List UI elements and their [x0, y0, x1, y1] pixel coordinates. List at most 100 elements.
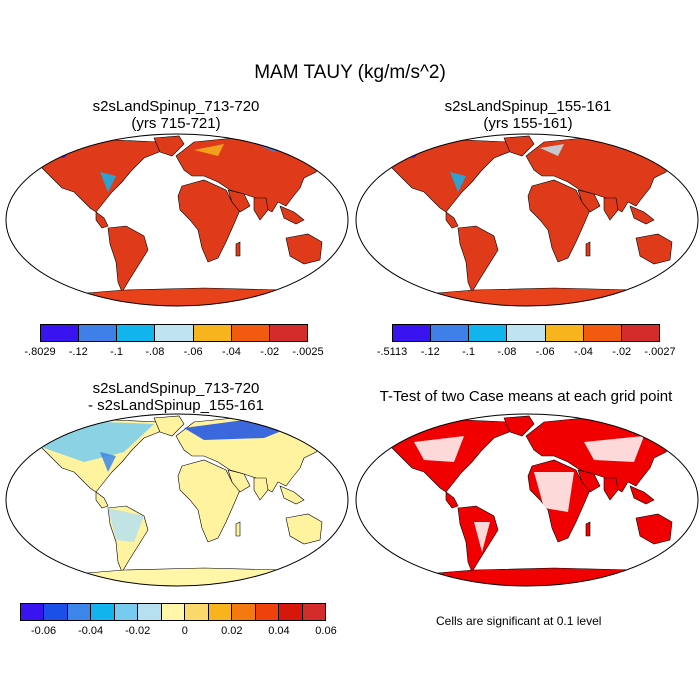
continent-southAmerica [457, 225, 499, 293]
cbar1-swatch-4 [193, 325, 232, 341]
map-panel-2 [355, 133, 699, 307]
cbar3-swatch-5 [138, 604, 162, 620]
main-title: MAM TAUY (kg/m/s^2) [254, 62, 446, 83]
cbar1-swatch-5 [231, 325, 270, 341]
continent-india [253, 197, 269, 221]
continent-arabia [577, 469, 601, 493]
continent-australia [635, 233, 673, 265]
field-patch-3 [108, 508, 144, 542]
cbar3-swatch-12 [302, 604, 326, 620]
panel3-title: s2sLandSpinup_713-720 - s2sLandSpinup_15… [6, 380, 346, 414]
continent-northAmerica [383, 139, 515, 213]
panel3-title-line2: - s2sLandSpinup_155-161 [88, 397, 264, 414]
cbar3-swatch-6 [161, 604, 186, 620]
continent-india [603, 477, 619, 501]
map-panel-4 [355, 413, 699, 587]
panel4-title: T-Test of two Case means at each grid po… [352, 388, 700, 405]
map-panel-1 [5, 133, 349, 307]
continent-centralAm [445, 491, 459, 509]
cbar2-labels-tick-6: -.02 [612, 346, 632, 358]
cbar2-swatch-4 [545, 325, 584, 341]
continent-greenland [153, 415, 185, 437]
cbar3-swatch-9 [232, 604, 256, 620]
cbar2-labels-tick-5: -.04 [573, 346, 593, 358]
map-border [355, 413, 699, 587]
cbar1-labels-tick-2: -.1 [110, 346, 123, 358]
cbar2-labels-tick-7: -.0027 [644, 346, 676, 358]
panel2-title-line2: (yrs 155-161) [483, 115, 573, 132]
cbar1-swatch-1 [79, 325, 118, 341]
cbar2-labels-tick-4: -.06 [535, 346, 555, 358]
field-patch-1 [100, 172, 116, 192]
cbar3-labels-tick-0: -0.06 [30, 625, 57, 637]
cbar1-swatch-6 [269, 325, 307, 341]
continent-greenland [153, 135, 185, 157]
cbar3-swatch-0 [21, 604, 45, 620]
continent-greenland [503, 135, 535, 157]
cbar2-swatch-5 [583, 325, 622, 341]
field-patch-2 [100, 452, 116, 472]
cbar3-labels-tick-5: 0.04 [268, 625, 290, 637]
cbar2-swatch-0 [393, 325, 432, 341]
continent-northAmerica [33, 139, 165, 213]
field-patch-2 [194, 144, 224, 156]
continent-southAmerica [107, 225, 149, 293]
cbar1-labels-tick-5: -.04 [221, 346, 241, 358]
cbar3-labels-tick-1: -0.04 [78, 625, 104, 637]
panel1-title-line1: s2sLandSpinup_713-720 [92, 98, 260, 115]
continent-arabia [577, 189, 601, 213]
cbar2-swatch-1 [431, 325, 470, 341]
continent-madagascar [585, 521, 591, 537]
continent-africa [177, 179, 241, 263]
continent-centralAm [95, 211, 109, 229]
cbar3-labels-tick-4: 0.02 [221, 625, 243, 637]
continent-india [603, 197, 619, 221]
field-patch-1 [534, 472, 574, 512]
cbar1-swatch-3 [155, 325, 194, 341]
continent-madagascar [585, 241, 591, 257]
field-patch-0 [414, 436, 464, 462]
panel1-title-line2: (yrs 715-721) [131, 115, 221, 132]
panel3-title-line1: s2sLandSpinup_713-720 [92, 380, 260, 397]
cbar2-swatch-6 [621, 325, 659, 341]
panel2-title: s2sLandSpinup_155-161 (yrs 155-161) [358, 98, 698, 132]
panel1-title: s2sLandSpinup_713-720 (yrs 715-721) [6, 98, 346, 132]
continent-africa [177, 459, 241, 543]
cbar2-labels-tick-3: -.08 [497, 346, 517, 358]
continent-centralAm [95, 491, 109, 509]
colorbar-difference [20, 603, 326, 621]
continent-seAsia [629, 205, 655, 225]
cbar2-labels-tick-2: -.1 [462, 346, 475, 358]
cbar3-swatch-4 [114, 604, 139, 620]
continent-india [253, 477, 269, 501]
map-border [5, 133, 349, 307]
cbar1-swatch-0 [41, 325, 80, 341]
cbar1-labels-tick-6: -.02 [260, 346, 280, 358]
cbar3-labels-tick-6: 0.06 [315, 625, 337, 637]
continent-australia [285, 233, 323, 265]
continent-seAsia [629, 485, 655, 505]
colorbar-panel-1 [40, 324, 308, 342]
cbar2-labels-tick-1: -.12 [420, 346, 440, 358]
map-border [5, 413, 349, 587]
panel2-title-line1: s2sLandSpinup_155-161 [444, 98, 612, 115]
cbar1-labels-tick-3: -.08 [145, 346, 165, 358]
cbar3-labels-tick-3: 0 [181, 625, 188, 637]
map-panel-3 [5, 413, 349, 587]
field-patch-3 [474, 522, 490, 552]
cbar3-swatch-3 [91, 604, 115, 620]
cbar2-labels-tick-0: -.5113 [376, 346, 408, 358]
continent-madagascar [235, 241, 241, 257]
cbar1-labels-tick-7: -.0025 [292, 346, 324, 358]
continent-greenland [503, 415, 535, 437]
cbar3-swatch-8 [208, 604, 233, 620]
continent-madagascar [235, 521, 241, 537]
continent-seAsia [279, 485, 305, 505]
continent-southAmerica [457, 505, 499, 573]
field-patch-1 [450, 172, 466, 192]
colorbar-panel-2 [392, 324, 660, 342]
continent-africa [527, 179, 591, 263]
map-border [355, 133, 699, 307]
continent-centralAm [445, 211, 459, 229]
cbar3-swatch-7 [185, 604, 209, 620]
